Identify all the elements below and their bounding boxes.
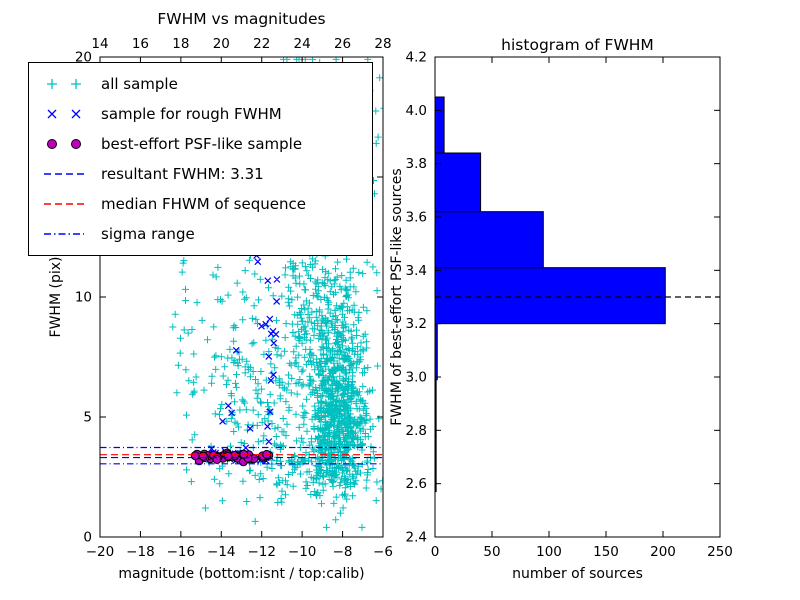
legend-label: sigma range	[101, 225, 195, 243]
svg-text:250: 250	[707, 544, 733, 560]
red-dashed-line-icon	[39, 196, 89, 212]
svg-text:5: 5	[83, 410, 92, 426]
x-markers-icon	[39, 106, 89, 122]
svg-text:100: 100	[536, 544, 562, 560]
svg-text:3.0: 3.0	[406, 370, 427, 386]
svg-text:−12: −12	[247, 544, 276, 560]
scatter-title: FWHM vs magnitudes	[157, 10, 325, 28]
blue-dashed-line-icon	[39, 166, 89, 182]
legend-label: all sample	[101, 75, 178, 93]
svg-text:2.8: 2.8	[406, 423, 427, 439]
svg-text:150: 150	[593, 544, 619, 560]
legend: all sample sample for rough FWHM best-ef…	[28, 62, 373, 256]
legend-item-all-sample: all sample	[39, 69, 362, 99]
histogram-bars	[435, 96, 720, 493]
svg-text:−6: −6	[373, 544, 393, 560]
axes-frame	[434, 56, 721, 538]
blue-dashdot-line-icon	[39, 226, 89, 242]
svg-text:18: 18	[172, 36, 189, 52]
scatter-points	[100, 57, 383, 531]
svg-text:20: 20	[75, 50, 92, 66]
svg-text:−18: −18	[126, 544, 155, 560]
legend-item-psf-like: best-effort PSF-like sample	[39, 129, 362, 159]
svg-text:4.0: 4.0	[406, 103, 427, 119]
svg-text:−16: −16	[167, 544, 196, 560]
scatter-xlabel: magnitude (bottom:isnt / top:calib)	[118, 566, 364, 582]
svg-text:0: 0	[83, 530, 92, 546]
svg-text:24: 24	[294, 36, 311, 52]
svg-text:200: 200	[650, 544, 676, 560]
histogram-xlabel: number of sources	[512, 566, 643, 582]
svg-text:16: 16	[132, 36, 149, 52]
legend-item-resultant-fwhm: resultant FWHM: 3.31	[39, 159, 362, 189]
legend-label: sample for rough FWHM	[101, 105, 282, 123]
svg-text:3.8: 3.8	[406, 156, 427, 172]
series-all-sample	[169, 57, 383, 531]
svg-text:3.2: 3.2	[406, 316, 427, 332]
histogram-bar	[435, 267, 666, 325]
svg-text:−20: −20	[86, 544, 115, 560]
histogram-bar	[435, 96, 445, 154]
ticks	[434, 56, 721, 538]
svg-text:0: 0	[431, 544, 440, 560]
plus-markers-icon	[39, 76, 89, 92]
legend-label: best-effort PSF-like sample	[101, 135, 303, 153]
svg-text:−10: −10	[288, 544, 317, 560]
svg-text:2.4: 2.4	[406, 530, 427, 546]
legend-item-median-fwhm: median FHWM of sequence	[39, 189, 362, 219]
svg-text:2.6: 2.6	[406, 476, 427, 492]
svg-text:10: 10	[75, 290, 92, 306]
svg-text:−8: −8	[333, 544, 353, 560]
svg-text:26: 26	[334, 36, 351, 52]
legend-label: resultant FWHM: 3.31	[101, 165, 264, 183]
histogram-title: histogram of FWHM	[501, 36, 654, 54]
circle-markers-icon	[39, 136, 89, 152]
svg-text:−14: −14	[207, 544, 236, 560]
histogram-bar	[435, 211, 544, 269]
svg-text:14: 14	[91, 36, 108, 52]
svg-text:4.2: 4.2	[406, 50, 427, 66]
legend-item-sigma-range: sigma range	[39, 219, 362, 249]
svg-text:3.6: 3.6	[406, 210, 427, 226]
svg-text:20: 20	[213, 36, 230, 52]
histogram-bar	[435, 152, 482, 213]
legend-item-rough-fwhm: sample for rough FWHM	[39, 99, 362, 129]
svg-text:22: 22	[253, 36, 270, 52]
legend-label: median FHWM of sequence	[101, 195, 306, 213]
svg-text:3.4: 3.4	[406, 263, 427, 279]
histogram-ylabel: FWHM of best-effort PSF-like sources	[389, 168, 405, 425]
histogram-plot: 0 50 100 150 200 250 2.4 2.6 2.8 3.0 3.2 3.4 3.6 3.8 4…	[389, 36, 733, 582]
svg-text:28: 28	[374, 36, 391, 52]
svg-text:50: 50	[483, 544, 500, 560]
scatter-ylabel: FWHM (pix)	[48, 257, 64, 338]
